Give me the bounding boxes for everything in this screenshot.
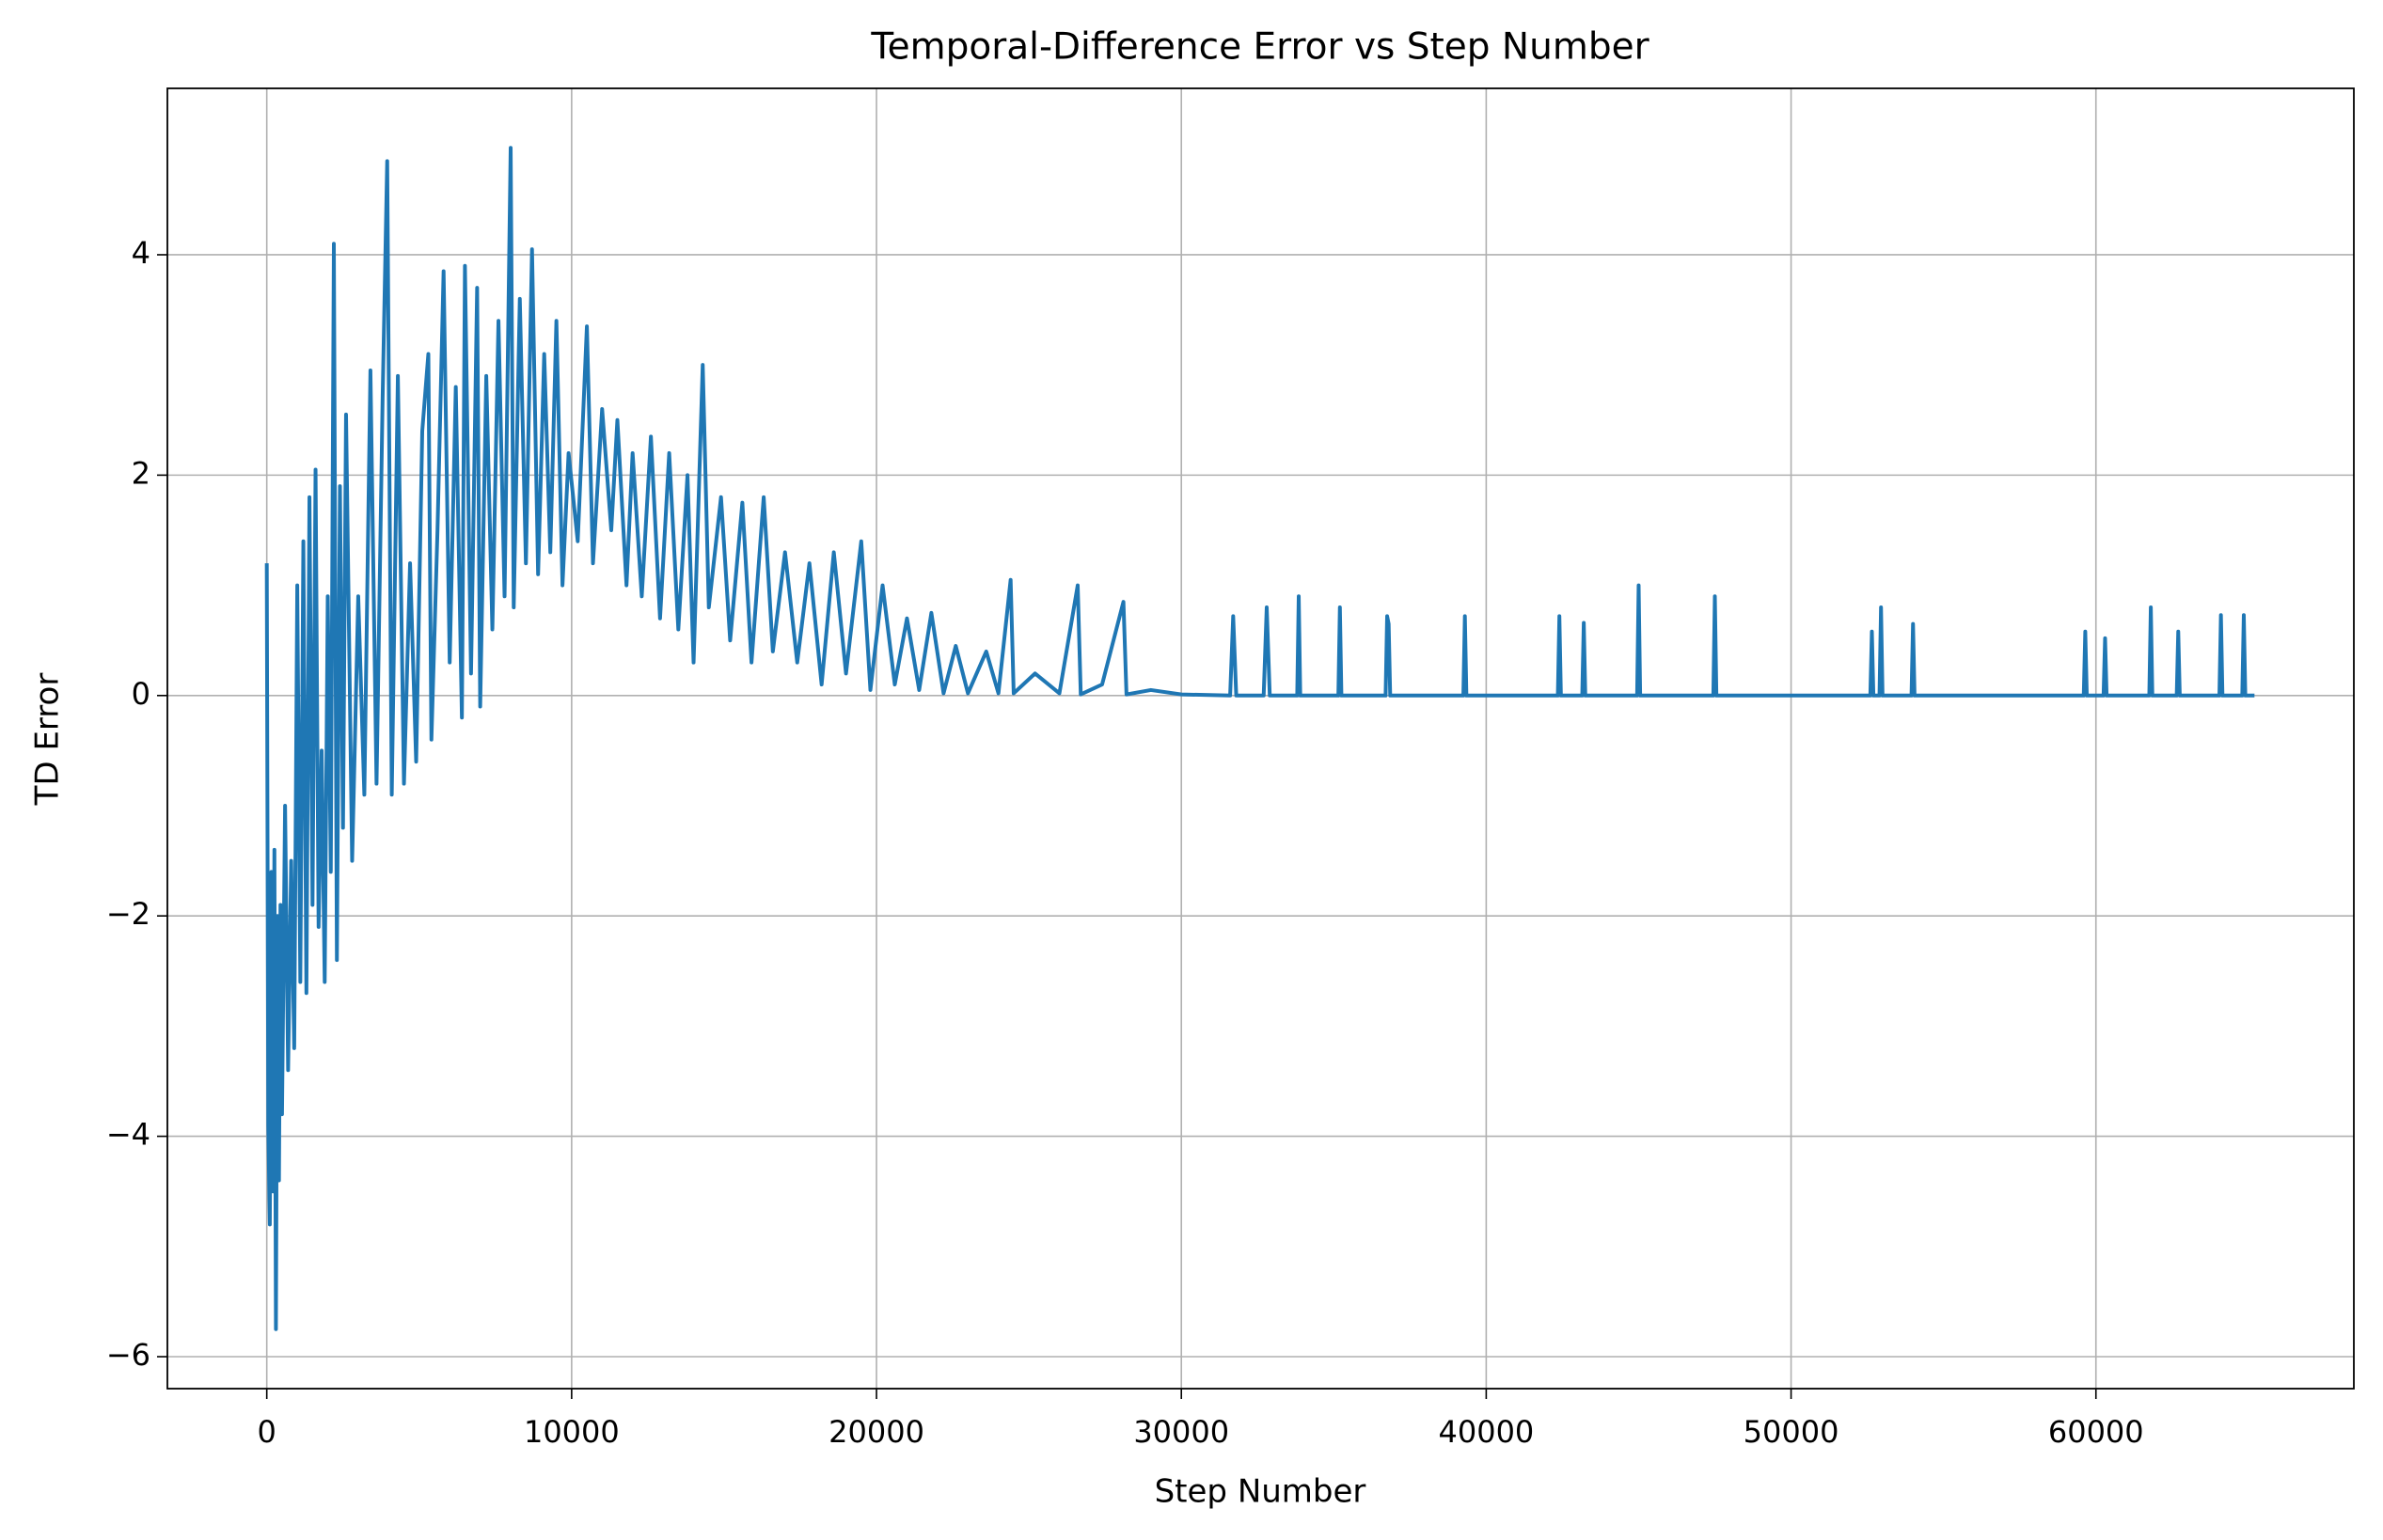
- x-tick-label: 30000: [1133, 1414, 1229, 1450]
- x-tick-label: 40000: [1438, 1414, 1534, 1450]
- y-axis-label: TD Error: [29, 673, 67, 807]
- data-line: [264, 146, 2255, 1331]
- x-tick-label: 0: [258, 1414, 276, 1450]
- y-tick-label: −2: [106, 896, 150, 932]
- x-tick-label: 10000: [524, 1414, 620, 1450]
- chart-title: Temporal-Difference Error vs Step Number: [870, 26, 1649, 69]
- y-tick-label: −4: [106, 1117, 150, 1153]
- y-tick-label: 2: [132, 455, 150, 491]
- y-tick-label: 4: [132, 235, 150, 271]
- x-tick-label: 50000: [1744, 1414, 1839, 1450]
- y-tick-label: −6: [106, 1337, 150, 1373]
- x-tick-label: 20000: [829, 1414, 924, 1450]
- x-axis-label: Step Number: [1155, 1473, 1366, 1511]
- x-tick-label: 60000: [2048, 1414, 2144, 1450]
- plot-frame: [166, 87, 2355, 1390]
- y-tick-label: 0: [132, 676, 150, 712]
